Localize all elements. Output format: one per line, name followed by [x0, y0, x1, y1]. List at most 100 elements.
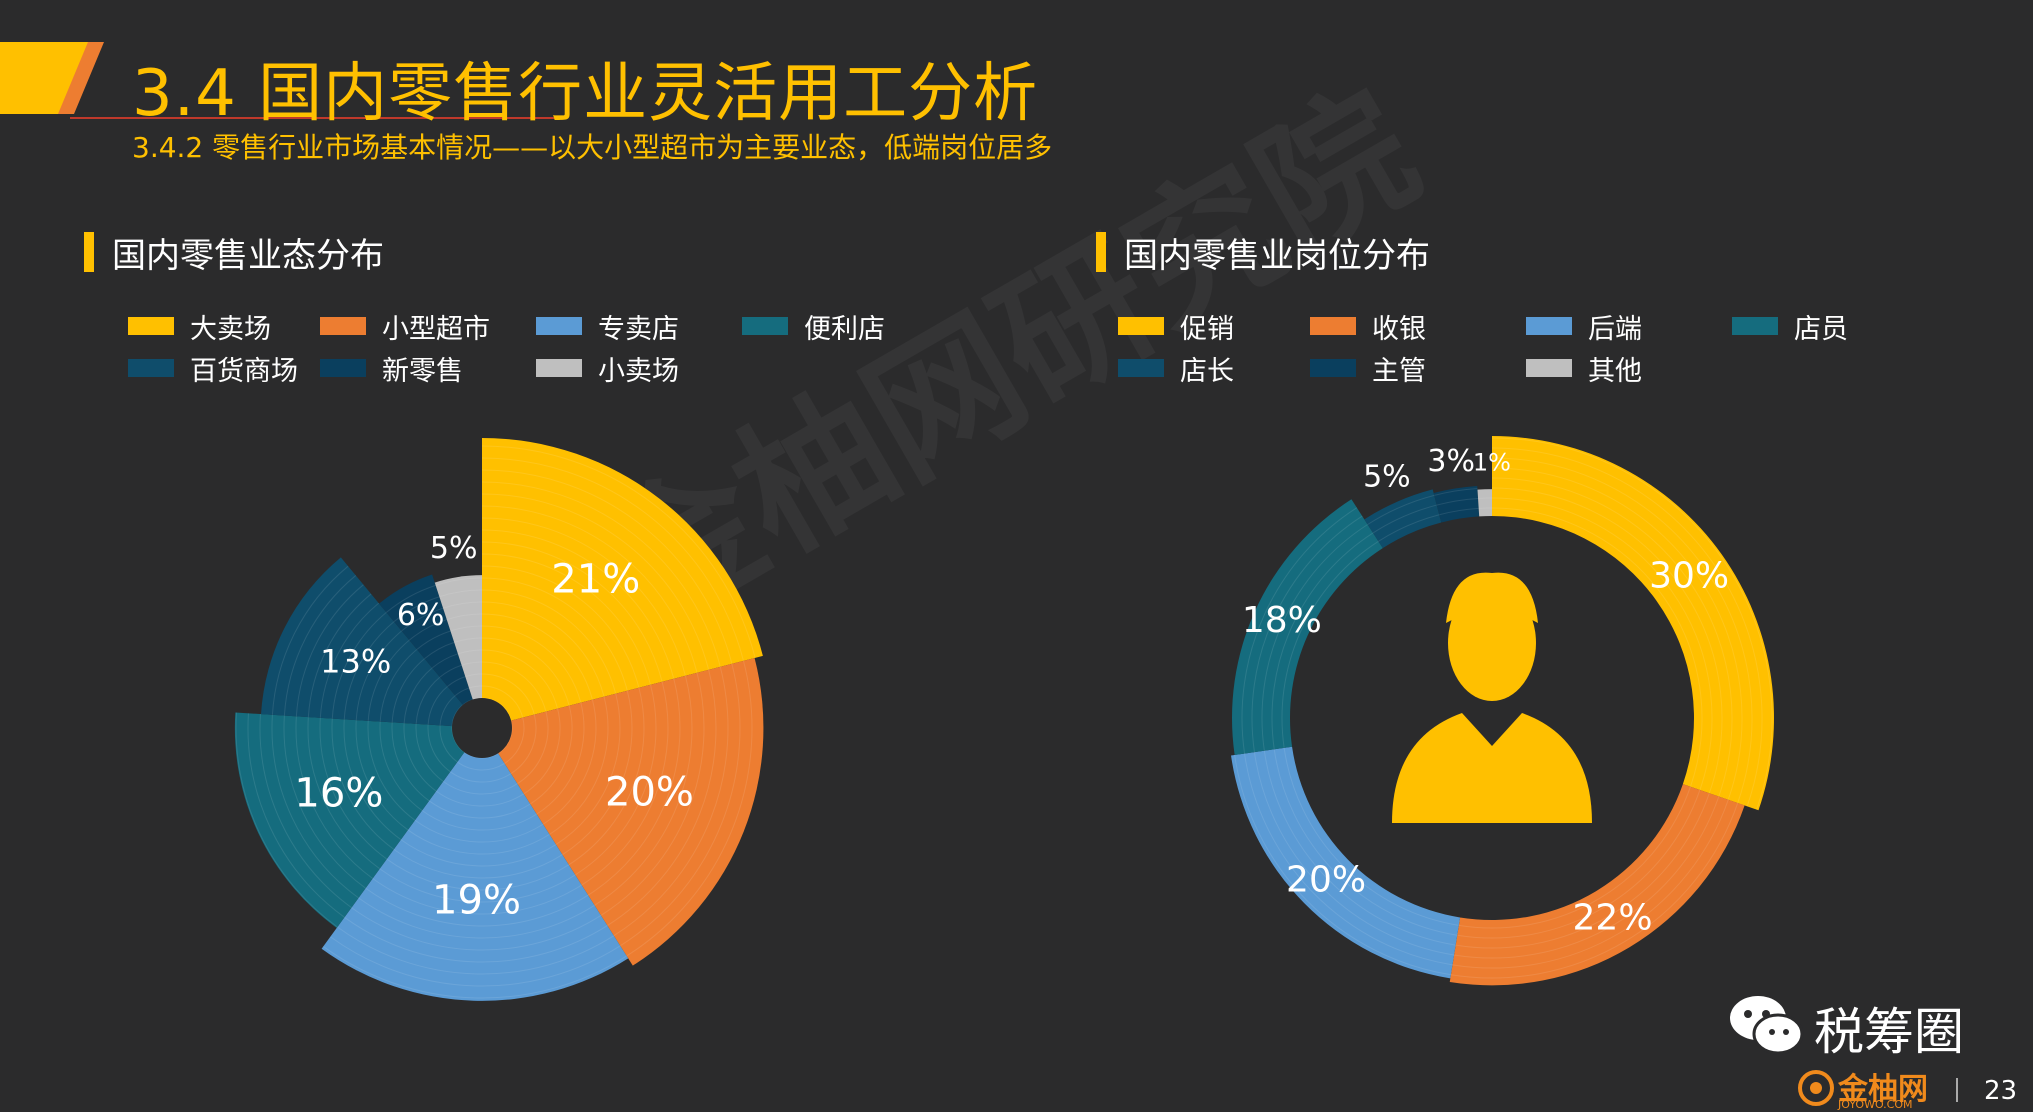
- chart1-slice-texture: [283, 715, 366, 889]
- chart1-slice-texture: [439, 725, 458, 763]
- chart2-slice-texture: [1457, 789, 1701, 939]
- chart1-data-label: 16%: [294, 770, 383, 816]
- chart1-slice-texture: [337, 926, 615, 975]
- chart2-slice: [1477, 489, 1492, 517]
- chart1-slice-texture: [481, 445, 756, 658]
- chart1-slice-texture: [461, 661, 483, 666]
- chart1-slice-texture: [481, 553, 652, 685]
- chart2-data-label: 30%: [1649, 556, 1729, 597]
- chart1-slice-texture: [523, 708, 561, 795]
- chart1-legend-item: 小卖场: [536, 348, 679, 388]
- chart1-slice-texture: [271, 565, 349, 715]
- chart2-legend-label: 主管: [1372, 355, 1426, 387]
- chart2-slice-texture: [1491, 477, 1733, 797]
- chart2-legend-swatch: [1732, 317, 1778, 335]
- chart1-slice: [321, 728, 629, 1001]
- chart1-slice-texture: [386, 584, 436, 613]
- chart1-slice-texture: [447, 676, 466, 687]
- chart1-slice-texture: [510, 714, 537, 775]
- chart1-slice-texture: [481, 529, 675, 679]
- chart2-slice-texture: [1271, 532, 1374, 750]
- chart1-slice-texture: [307, 717, 381, 870]
- chart1-slice-texture: [457, 761, 505, 771]
- chart2-slice-texture: [1454, 796, 1720, 959]
- chart1-slice-texture: [481, 517, 686, 676]
- chart1-slice-texture: [319, 717, 388, 860]
- chart1-data-label: 21%: [551, 556, 640, 602]
- chart1-slice-texture: [379, 721, 423, 811]
- chart1-slice-texture: [331, 612, 387, 719]
- chart2-data-label: 3%: [1427, 444, 1475, 479]
- chart2-legend-item: 其他: [1526, 348, 1642, 388]
- chart2-legend-swatch: [1526, 317, 1572, 335]
- chart1-slice-texture: [446, 613, 483, 621]
- chart2-legend-item: 主管: [1310, 348, 1426, 388]
- chart1-slice-texture: [372, 878, 582, 915]
- chart2-slice-texture: [1263, 750, 1456, 946]
- chart1-slice-texture: [367, 639, 410, 721]
- chart2-slice-texture: [1450, 802, 1739, 979]
- chart1-slice-texture: [481, 577, 628, 691]
- chart1-data-label: 13%: [320, 643, 391, 681]
- page-subtitle: 3.4.2 零售行业市场基本情况——以大小型超市为主要业态，低端岗位居多: [132, 131, 1053, 164]
- chart1-slice-texture: [365, 887, 589, 927]
- chart1-slice-texture: [323, 946, 627, 999]
- chart1-slice-texture: [481, 649, 559, 709]
- chart2-data-label: 18%: [1242, 600, 1322, 641]
- chart1-slice-texture: [307, 593, 372, 718]
- chart1-slice-texture: [468, 685, 483, 689]
- chart1-center-hole: [452, 698, 512, 758]
- chart1-slice-texture: [393, 596, 440, 623]
- chart1-slice-texture: [319, 602, 380, 718]
- chart1-slice-texture: [562, 690, 633, 856]
- chart1-legend-item: 小型超市: [320, 306, 490, 346]
- chart2-legend-label: 后端: [1588, 313, 1642, 345]
- chart1-slice-texture: [421, 810, 537, 831]
- chart1-slice-texture: [549, 696, 609, 835]
- chart2-data-label: 5%: [1363, 459, 1411, 494]
- chart1-slice-texture: [355, 720, 409, 831]
- wechat-icon: [1730, 996, 1804, 1055]
- chart1-slice-texture: [517, 711, 549, 785]
- chart1-slice-texture: [481, 493, 710, 670]
- chart1-legend-label: 大卖场: [190, 313, 271, 345]
- chart1-slice-texture: [555, 693, 621, 845]
- chart1-slice-texture: [626, 660, 753, 957]
- chart1-slice-texture: [587, 678, 681, 896]
- chart1-slice-texture: [481, 565, 640, 688]
- chart1-slice-texture: [391, 722, 430, 802]
- page-number: 23: [1984, 1076, 2018, 1106]
- chart2-donut: 30% 22% 20% 18% 5% 3%1%: [1231, 436, 1774, 986]
- chart1-slice-texture: [481, 613, 593, 700]
- chart1-legend-item: 便利店: [742, 306, 885, 346]
- chart1-slice-texture: [355, 630, 403, 721]
- chart1-slice-texture: [358, 897, 595, 939]
- chart1-slice-texture: [424, 641, 455, 660]
- chart1-slice-texture: [481, 505, 698, 673]
- chart2-data-label: 1%: [1473, 448, 1511, 476]
- chart1-slice-texture: [259, 714, 352, 909]
- chart1-slice-texture: [481, 481, 721, 667]
- chart2-legend-label: 其他: [1588, 355, 1642, 387]
- chart2-legend-item: 收银: [1310, 306, 1426, 346]
- chart2-slice-texture: [1491, 487, 1723, 794]
- chart2-slice: [1232, 499, 1383, 756]
- chart1-slice-texture: [283, 575, 357, 716]
- chart1-legend-swatch: [320, 359, 366, 377]
- chart2-slice-texture: [1244, 753, 1453, 966]
- chart1-slice-texture: [431, 653, 459, 669]
- chart2-legend-swatch: [1526, 359, 1572, 377]
- chart1-slice: [482, 658, 764, 966]
- chart2-slice-texture: [1491, 497, 1713, 791]
- chart1-legend-label: 专卖店: [598, 313, 679, 345]
- chart1-slice-texture: [457, 649, 483, 655]
- chart1-slice-texture: [481, 625, 582, 703]
- chart1-slice-texture: [619, 663, 741, 947]
- chart1-slice-texture: [407, 829, 550, 855]
- chart1-slice-texture: [414, 819, 544, 843]
- chart2-slice-texture: [1491, 437, 1773, 810]
- chart2-slice-texture: [1458, 786, 1691, 929]
- chart1-data-label: 6%: [397, 598, 445, 633]
- chart1-slice-texture: [330, 936, 621, 987]
- chart1-slice-texture: [481, 469, 733, 664]
